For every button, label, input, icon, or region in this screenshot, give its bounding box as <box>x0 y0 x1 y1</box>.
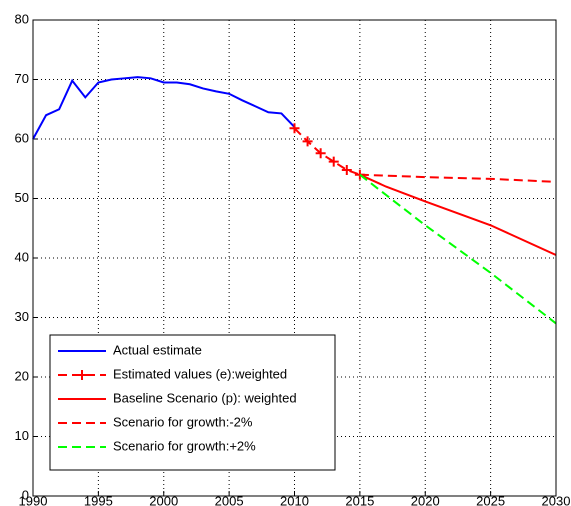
marker <box>341 164 352 175</box>
series-line <box>359 173 557 256</box>
legend-label: Estimated values (e):weighted <box>113 366 287 381</box>
marker <box>315 148 326 159</box>
x-tick-label: 1990 <box>19 493 48 506</box>
y-tick-label: 80 <box>15 11 29 26</box>
marker <box>289 123 300 134</box>
y-tick-label: 50 <box>15 190 29 205</box>
series-line <box>359 173 557 183</box>
x-tick-label: 2025 <box>476 493 505 506</box>
series-line <box>359 173 557 325</box>
marker <box>328 156 339 167</box>
x-tick-label: 2030 <box>542 493 571 506</box>
x-tick-label: 2005 <box>215 493 244 506</box>
y-tick-label: 30 <box>15 309 29 324</box>
series-line <box>293 127 361 176</box>
y-tick-label: 40 <box>15 249 29 264</box>
y-tick-label: 20 <box>15 368 29 383</box>
series-line <box>32 76 296 140</box>
x-tick-label: 2010 <box>280 493 309 506</box>
x-tick-label: 2015 <box>345 493 374 506</box>
legend-marker <box>77 370 87 380</box>
legend-label: Scenario for growth:-2% <box>113 414 253 429</box>
x-tick-label: 2020 <box>411 493 440 506</box>
y-tick-label: 10 <box>15 428 29 443</box>
legend: Actual estimate Estimated values (e):weig… <box>49 334 336 471</box>
x-tick-label: 1995 <box>84 493 113 506</box>
legend-label: Actual estimate <box>113 342 202 357</box>
marker <box>302 136 313 147</box>
y-tick-label: 60 <box>15 130 29 145</box>
y-tick-label: 0 <box>22 487 29 502</box>
legend-label: Scenario for growth:+2% <box>113 438 256 453</box>
x-tick-label: 2000 <box>149 493 178 506</box>
legend-box <box>49 334 336 471</box>
legend-label: Baseline Scenario (p): weighted <box>113 390 297 405</box>
plot-frame <box>32 19 557 497</box>
y-tick-label: 70 <box>15 71 29 86</box>
